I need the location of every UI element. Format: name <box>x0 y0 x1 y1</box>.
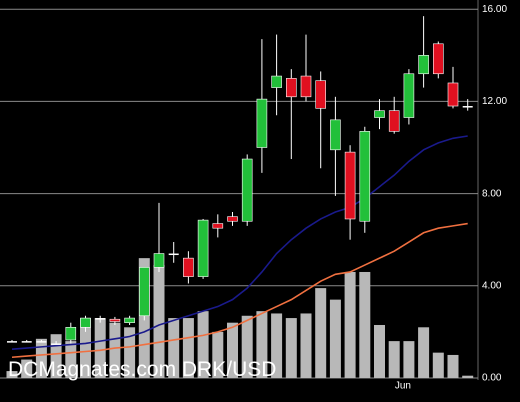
y-tick-label: 0.00 <box>482 373 502 384</box>
candle-body <box>124 317 135 323</box>
candle-body <box>462 106 473 108</box>
volume-bar <box>315 288 327 378</box>
volume-bar <box>344 271 356 378</box>
x-tick-label: Jun <box>395 381 411 392</box>
volume-bar <box>403 341 415 378</box>
candle-body <box>241 158 253 222</box>
candle-body <box>300 75 312 98</box>
candle-body <box>95 318 106 320</box>
y-tick-label: 16.00 <box>482 4 507 15</box>
volume-bar <box>21 359 33 378</box>
candle-body <box>197 219 209 277</box>
candle-body <box>65 326 77 341</box>
candle-body <box>168 253 179 256</box>
volume-bar <box>329 299 341 378</box>
volume-bar <box>359 271 371 378</box>
volume-bar <box>374 324 385 378</box>
y-tick-label: 8.00 <box>482 188 502 199</box>
candle-body <box>212 223 224 229</box>
candle-body <box>51 343 62 345</box>
candle-body <box>271 75 282 88</box>
candle-body <box>359 131 371 222</box>
candle-body <box>403 73 415 118</box>
watermark: DCMagnates.com DRK/USD <box>8 358 276 381</box>
volume-bar <box>300 313 312 378</box>
candle-body <box>36 341 47 343</box>
candle-body <box>153 253 165 268</box>
volume-bar <box>447 354 459 378</box>
volume-bar <box>388 341 400 378</box>
volume-bar <box>6 371 18 378</box>
volume-bar <box>153 265 165 378</box>
candle-body <box>285 78 297 98</box>
candle-body <box>374 110 385 118</box>
volume-bar <box>197 311 209 378</box>
moving-average-line <box>11 222 468 359</box>
volume-bar <box>50 334 62 378</box>
candle-body <box>432 43 444 75</box>
candle-body <box>256 98 268 148</box>
y-tick-label: 12.00 <box>482 96 507 107</box>
candle-body <box>344 151 356 220</box>
candle-body <box>418 55 429 75</box>
volume-bar <box>65 341 77 378</box>
candle-body <box>183 257 194 277</box>
candle-body <box>447 82 459 107</box>
volume-bar <box>271 313 283 378</box>
volume-bar <box>124 327 136 378</box>
volume-bar <box>256 311 268 378</box>
volume-bar <box>80 318 91 378</box>
volume-bar <box>212 331 224 378</box>
volume-bar <box>227 322 238 378</box>
volume-bar <box>462 375 474 378</box>
candle-body <box>80 317 91 328</box>
volume-bar <box>241 315 253 378</box>
volume-bar <box>418 327 430 378</box>
candle-body <box>330 119 341 151</box>
volume-bar <box>109 322 121 378</box>
volume-bar <box>168 318 180 378</box>
volume-bar <box>285 318 297 378</box>
candle-body <box>21 341 32 343</box>
volume-bar <box>182 318 194 378</box>
volume-bar <box>432 352 444 378</box>
y-tick-label: 4.00 <box>482 280 502 291</box>
candle-body <box>227 216 238 222</box>
candle-body <box>388 110 400 132</box>
candle-body <box>139 267 150 317</box>
volume-bar <box>35 338 47 378</box>
moving-average-line <box>11 135 468 350</box>
candle-body <box>315 80 327 109</box>
volume-bar <box>94 318 106 378</box>
candle-body <box>7 341 17 343</box>
candle-body <box>109 318 121 322</box>
